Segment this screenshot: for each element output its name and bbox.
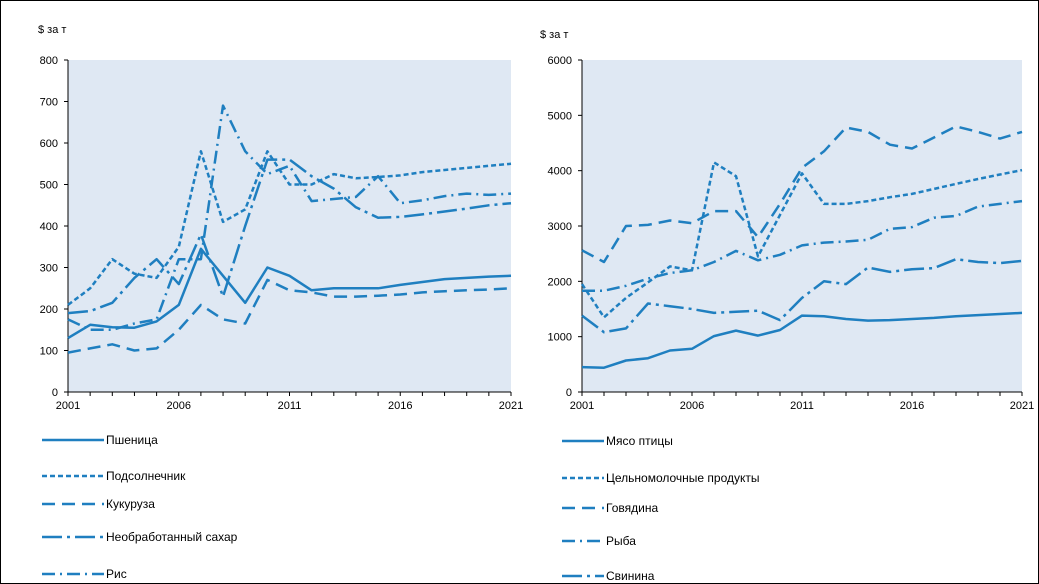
legend-label-3: Говядина [606,501,658,515]
series-line-5 [67,104,512,332]
y-tick-label: 500 [40,180,58,192]
y-tick-label: 300 [40,263,58,275]
y-unit-label: $ за т [38,24,66,36]
legend-label-4: Необработанный сахар [106,530,238,544]
series-line-1 [67,247,512,340]
legend-label-5: Рис [106,567,127,581]
y-tick-label: 4000 [548,166,572,178]
y-tick-label: 0 [52,387,58,399]
y-tick-label: 800 [40,55,58,67]
y-tick-label: 0 [566,387,572,399]
legend-label-3: Кукуруза [106,497,155,511]
chart-crop-prices: $ за т 0 100 200 300 400 500 600 700 800 2001 2006 2… [38,24,523,581]
y-tick-label: 200 [40,304,58,316]
plot-area [582,60,1022,392]
y-tick-label: 2000 [548,276,572,288]
y-tick-label: 600 [40,138,58,150]
chart-livestock-prices: $ за т 0 1000 2000 3000 4000 5000 6000 2001 2006 2… [540,29,1034,583]
series-line-5 [581,257,1023,334]
y-tick-label: 700 [40,97,58,109]
x-tick-label: 2006 [680,400,704,412]
y-tick-label: 6000 [548,55,572,67]
y-tick-label: 3000 [548,221,572,233]
x-tick-label: 2021 [1010,400,1034,412]
y-tick-label: 100 [40,346,58,358]
legend-label-2: Цельномолочные продукты [606,471,760,485]
y-unit-label: $ за т [540,29,568,41]
series-line-4 [582,199,1023,292]
x-tick-label: 2016 [388,400,412,412]
x-tick-label: 2021 [499,400,523,412]
legend-label-1: Мясо птицы [606,434,673,448]
x-tick-label: 2016 [900,400,924,412]
plot-area [68,60,511,392]
y-tick-label: 1000 [548,332,572,344]
x-tick-label: 2001 [570,400,594,412]
x-tick-label: 2011 [790,400,814,412]
y-tick-label: 5000 [548,110,572,122]
series-line-4 [67,158,512,315]
legend-label-2: Подсолнечник [106,469,186,483]
legend-label-4: Рыба [606,534,636,548]
legend-label-5: Свинина [606,569,655,583]
x-tick-label: 2011 [278,400,302,412]
x-tick-label: 2006 [167,400,191,412]
x-tick-label: 2001 [56,400,80,412]
series-line-3 [581,125,1023,264]
y-tick-label: 400 [40,221,58,233]
series-line-2 [67,150,512,306]
series-line-3 [67,278,512,354]
series-line-1 [581,311,1023,369]
legend-label-1: Пшеница [106,433,158,447]
